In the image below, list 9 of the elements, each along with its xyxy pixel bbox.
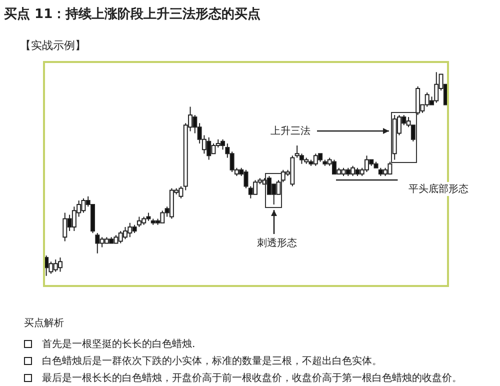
annotation: 平头底部形态 — [408, 182, 469, 196]
chart-title: 买点 11：持续上涨阶段上升三法形态的买点 — [4, 6, 261, 23]
annotation: 上升三法 — [270, 124, 311, 138]
text: 买点解析 — [24, 316, 64, 330]
annotation: 刺透形态 — [257, 236, 298, 250]
text: 最后是一根长长的白色蜡烛，开盘价高于前一根收盘价，收盘价高于第一根白色蜡烛的收盘价。 — [42, 372, 462, 385]
text: 白色蜡烛后是一群依次下跌的小实体，标准的数量是三根，不超出白色实体。 — [42, 354, 382, 368]
chart-subtitle: 【实战示例】 — [20, 38, 86, 53]
text: 首先是一根坚挺的长长的白色蜡烛. — [42, 338, 196, 351]
